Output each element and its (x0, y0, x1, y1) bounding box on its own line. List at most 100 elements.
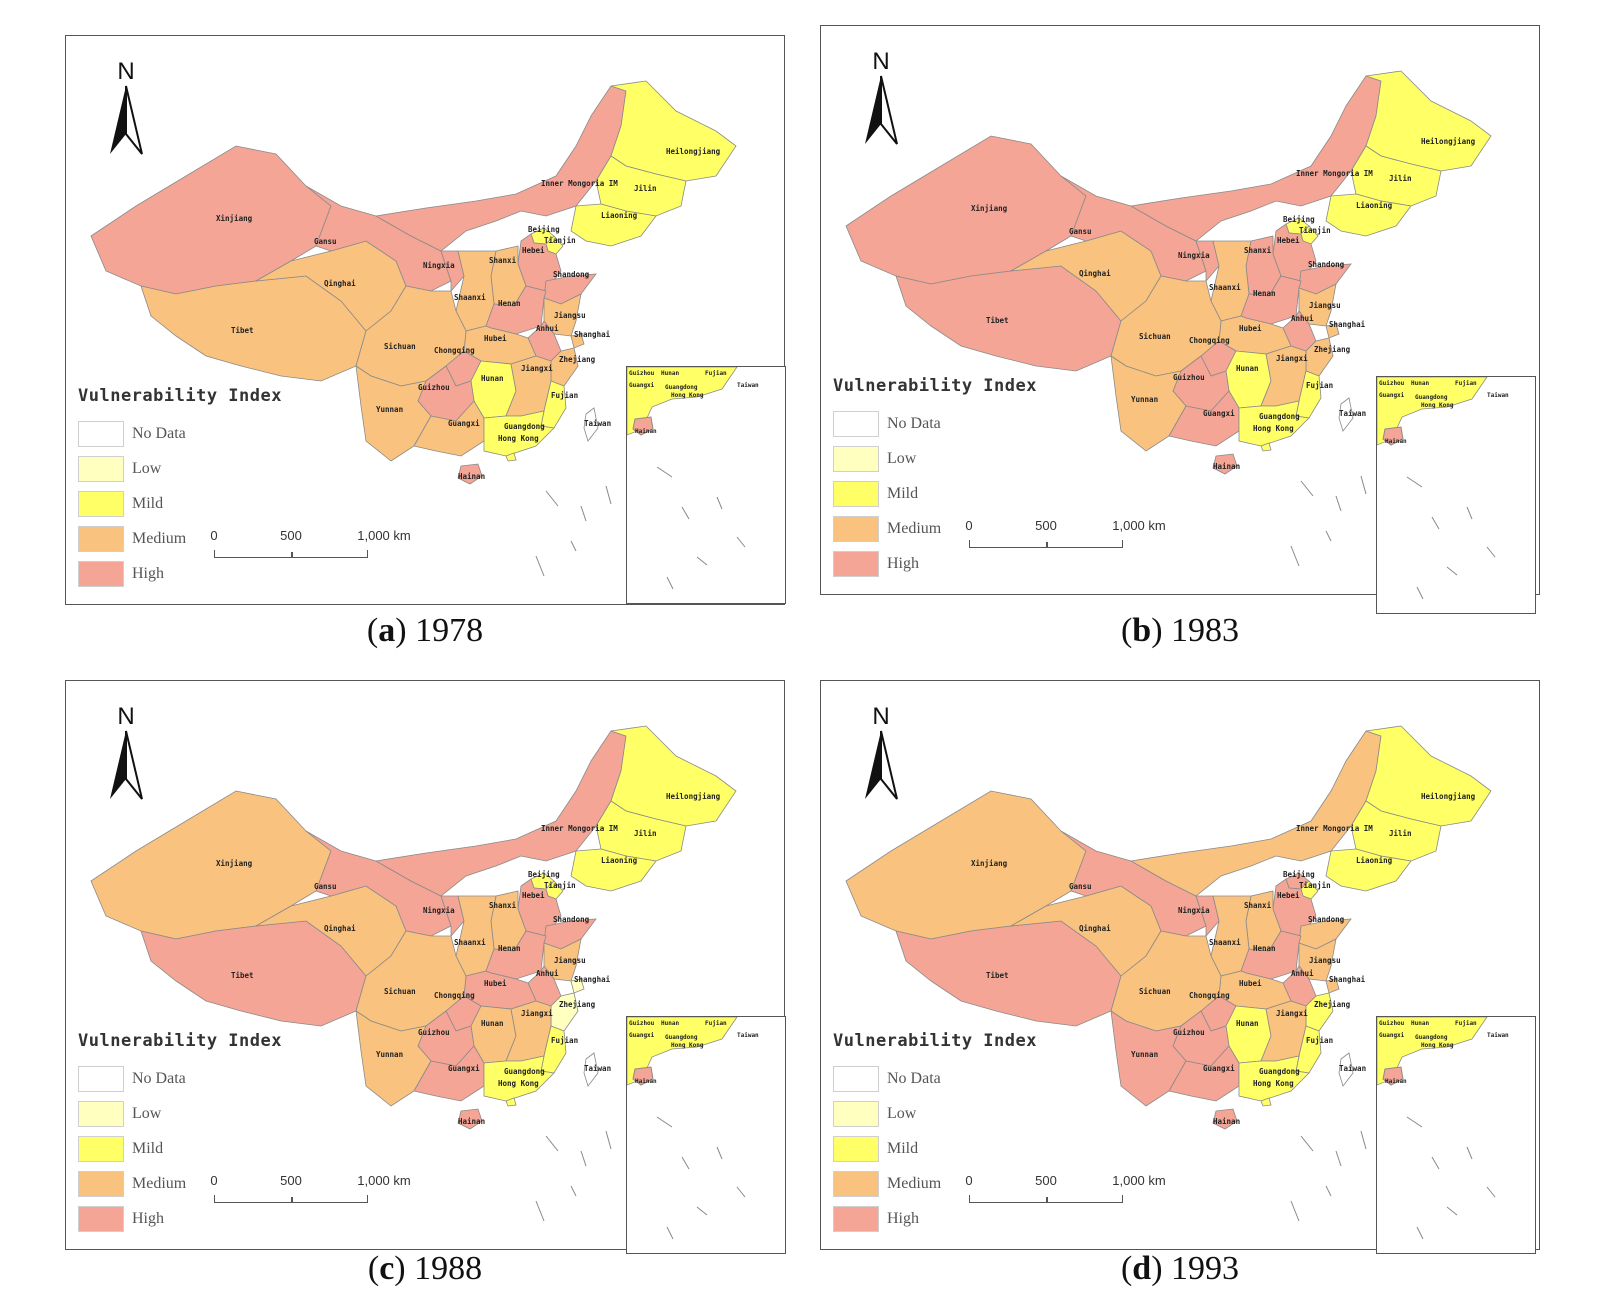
province-label: Henan (498, 299, 521, 308)
caption-year: 1983 (1171, 612, 1240, 649)
legend-title: Vulnerability Index (78, 386, 282, 406)
legend-swatch (833, 1065, 879, 1092)
inset-label: Guangxi (1379, 392, 1405, 399)
inset-label: Guizhou (1379, 1020, 1405, 1027)
province-label: Ningxia (423, 261, 455, 270)
province-label: Hainan (458, 1117, 485, 1126)
inset-label: Hunan (661, 370, 679, 377)
province-label: Yunnan (376, 1050, 403, 1059)
province-label: Tibet (231, 326, 254, 335)
legend-label: High (887, 1209, 919, 1227)
province-liaoning (570, 203, 657, 247)
legend-label: Low (132, 1104, 162, 1122)
province-heilongjiang (610, 725, 737, 827)
province-ningxia (1195, 895, 1220, 938)
legend-item-medium: Medium (78, 1166, 298, 1201)
province-label: Zhejiang (1314, 345, 1351, 354)
province-label: Yunnan (1131, 1050, 1158, 1059)
legend-label: No Data (132, 424, 186, 442)
province-label: Hong Kong (498, 434, 539, 443)
inset-label: Hunan (1411, 1020, 1429, 1027)
scale-bar: 0 500 1,000 km (210, 528, 414, 562)
legend-label: Medium (887, 1174, 942, 1192)
south-china-sea-inset: Guizhou Hunan Fujian Guangxi Guangdong Hong K… (1376, 1016, 1536, 1254)
province-label: Xinjiang (971, 204, 1008, 213)
province-label: Inner Mongoria IM (1296, 824, 1373, 833)
legend: Vulnerability Index No Data Low Mild Medium… (833, 376, 1053, 581)
province-shanghai (570, 333, 585, 349)
scale-tick (1046, 542, 1048, 548)
province-label: Shandong (553, 270, 590, 279)
inset-island-dash (716, 496, 723, 510)
legend-label: High (887, 554, 919, 572)
province-taiwan (583, 1052, 599, 1087)
province-label: Shanxi (1244, 901, 1272, 910)
legend-item-high: High (833, 1201, 1053, 1236)
province-label: Guizhou (1173, 373, 1205, 382)
caption-year: 1988 (414, 1250, 483, 1287)
scale-tick (1046, 1197, 1048, 1203)
caption-letter: b (1132, 612, 1152, 649)
province-hong-kong (1260, 442, 1272, 452)
province-label: Guangdong (1259, 1067, 1300, 1076)
map-panel-a: Xinjiang Tibet Qinghai Gansu Inner Mongoria … (65, 35, 786, 605)
legend-item-mild: Mild (833, 1131, 1053, 1166)
legend-item-no-data: No Data (833, 1061, 1053, 1096)
inset-coast (627, 1017, 738, 1086)
province-hainan (1212, 453, 1238, 475)
scale-bar: 0 500 1,000 km (210, 1173, 414, 1207)
legend-item-mild: Mild (833, 476, 1053, 511)
province-liaoning (1325, 848, 1412, 892)
legend-swatch (833, 1100, 879, 1127)
legend-swatch (78, 455, 124, 482)
province-label: Shanghai (1329, 975, 1366, 984)
legend-item-high: High (833, 546, 1053, 581)
province-label: Shanxi (1244, 246, 1272, 255)
province-label: Chongqing (1189, 991, 1230, 1000)
province-shanghai (1325, 978, 1340, 994)
province-label: Shanxi (489, 901, 517, 910)
province-label: Anhui (536, 969, 559, 978)
scale-label-1000: 1,000 km (357, 1173, 411, 1188)
inset-label: Fujian (1455, 380, 1477, 387)
province-hong-kong (1260, 1097, 1272, 1107)
inset-island-dash (1486, 546, 1496, 558)
north-label: N (872, 703, 890, 730)
inset-island-dash (666, 576, 674, 590)
south-china-sea-inset: Guizhou Hunan Fujian Guangxi Guangdong Hong K… (1376, 376, 1536, 614)
sea-features (535, 485, 612, 577)
inset-label: Guangxi (1379, 1032, 1405, 1039)
north-arrow: N (104, 58, 148, 164)
province-liaoning (1325, 193, 1412, 237)
inset-label: Guizhou (629, 370, 655, 377)
province-label: Guangdong (1259, 412, 1300, 421)
province-label: Taiwan (584, 1064, 611, 1073)
legend-title: Vulnerability Index (78, 1031, 282, 1051)
china-map: Xinjiang Tibet Qinghai Gansu Inner Mongoria … (90, 725, 737, 1222)
province-label: Shanghai (1329, 320, 1366, 329)
province-label: Shaanxi (1209, 938, 1241, 947)
province-jilin (595, 155, 687, 217)
scale-label-0: 0 (210, 528, 218, 543)
legend-item-low: Low (78, 451, 298, 486)
province-label: Fujian (1306, 381, 1333, 390)
legend-swatch (833, 550, 879, 577)
province-label: Qinghai (1079, 924, 1111, 933)
inset-label: Hong Kong (1421, 402, 1454, 409)
inset-island-dash (1486, 1186, 1496, 1198)
province-label: Hong Kong (1253, 1079, 1294, 1088)
inset-label: Hainan (635, 428, 657, 435)
legend-label: High (132, 564, 164, 582)
inset-island-dash (1446, 566, 1458, 576)
scale-tick (291, 1197, 293, 1203)
province-label: Ningxia (1178, 251, 1210, 260)
legend-swatch (78, 1135, 124, 1162)
legend-swatch (78, 1065, 124, 1092)
legend-label: Medium (132, 529, 187, 547)
north-arrow-icon (865, 75, 898, 145)
legend-label: Mild (132, 494, 164, 512)
province-label: Hainan (1213, 1117, 1240, 1126)
inset-label: Taiwan (1487, 392, 1509, 399)
